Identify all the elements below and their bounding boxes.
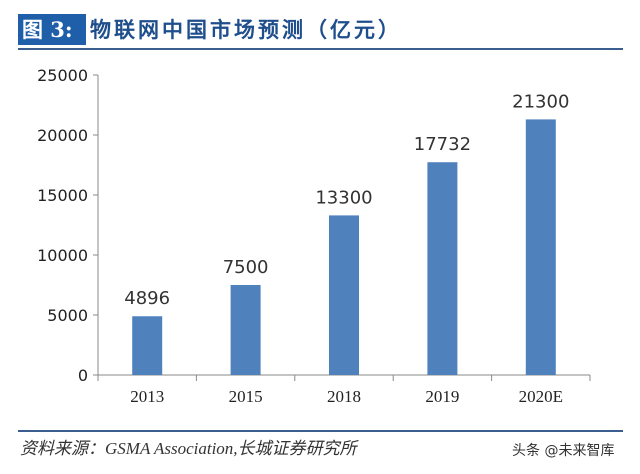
watermark: 头条 @未来智库 — [512, 443, 615, 459]
data-label: 4896 — [124, 288, 170, 309]
x-tick-label: 2015 — [229, 387, 263, 406]
x-tick-label: 2020E — [519, 387, 563, 406]
page-title: 物联网中国市场预测（亿元） — [90, 17, 402, 42]
bar-2019 — [427, 162, 458, 375]
data-label: 13300 — [315, 187, 372, 208]
bar-2013 — [132, 316, 163, 375]
x-tick-label: 2019 — [425, 387, 459, 406]
x-tick-label: 2013 — [130, 387, 164, 406]
figure-label: 图 3: — [18, 14, 86, 45]
bar-2018 — [329, 215, 359, 375]
bar-2015 — [230, 285, 261, 375]
y-tick-label: 20000 — [37, 126, 88, 145]
top-divider — [18, 48, 623, 50]
data-label: 7500 — [223, 257, 269, 278]
y-tick-label: 25000 — [37, 66, 88, 85]
bottom-divider — [18, 430, 623, 432]
data-label: 17732 — [414, 134, 471, 155]
y-tick-label: 10000 — [37, 246, 88, 265]
bar-2020E — [525, 119, 556, 376]
source-note: 资料来源：GSMA Association,长城证券研究所 — [20, 439, 357, 458]
y-tick-label: 0 — [78, 366, 88, 385]
x-tick-label: 2018 — [327, 387, 361, 406]
y-tick-label: 5000 — [47, 306, 88, 325]
data-label: 21300 — [512, 91, 569, 112]
y-tick-label: 15000 — [37, 186, 88, 205]
